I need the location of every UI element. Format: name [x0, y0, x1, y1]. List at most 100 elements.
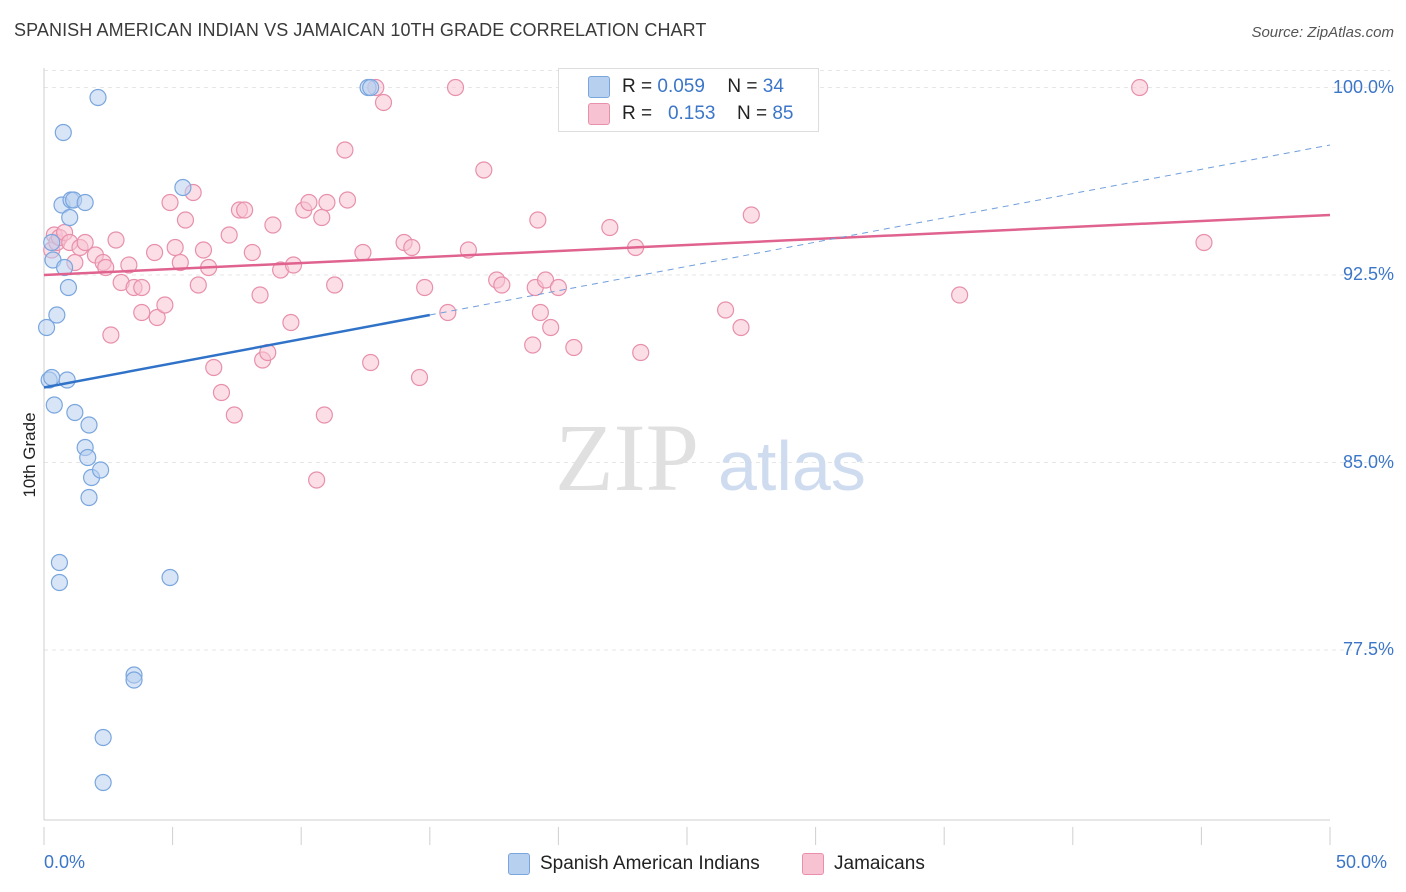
data-point	[264, 216, 282, 234]
y-tick-label: 77.5%	[1342, 639, 1394, 659]
data-point	[1195, 233, 1213, 252]
data-point	[236, 201, 254, 219]
data-point	[148, 308, 166, 327]
legend-row-spanish-american-indians: R = 0.059 N = 34	[559, 74, 784, 100]
data-point	[55, 258, 74, 277]
data-point	[94, 773, 112, 792]
x-tick-min: 0.0%	[44, 852, 86, 872]
spanish-american-indians-points	[37, 78, 380, 792]
data-point	[732, 318, 750, 337]
data-point	[102, 326, 120, 344]
data-point	[565, 338, 583, 357]
data-point	[220, 226, 238, 244]
legend-n-value: 85	[772, 103, 794, 124]
watermark-atlas: atlas	[718, 427, 866, 505]
data-point	[176, 211, 195, 229]
data-point	[318, 193, 336, 212]
legend-label: Spanish American Indians	[540, 853, 760, 874]
trend-extension-spanish-american-indians	[429, 144, 1331, 316]
y-tick-label: 92.5%	[1342, 264, 1394, 284]
data-point	[374, 93, 393, 112]
data-point	[45, 396, 63, 414]
trend-lines	[43, 144, 1331, 389]
data-point	[549, 278, 568, 297]
data-point	[43, 233, 61, 252]
data-point	[59, 278, 78, 297]
legend-n-label: N =	[736, 103, 768, 124]
data-point	[362, 78, 380, 97]
data-point	[632, 343, 650, 362]
data-point	[48, 306, 66, 324]
data-point	[716, 301, 735, 319]
data-point	[120, 256, 138, 274]
data-point	[43, 368, 61, 387]
data-point	[212, 383, 231, 402]
data-point	[133, 278, 151, 297]
data-point	[91, 461, 110, 479]
legend-item-spanish-american-indians[interactable]: Spanish American Indians	[508, 853, 760, 875]
legend-swatch-pink	[802, 853, 824, 875]
data-point	[107, 231, 125, 249]
legend-item-jamaicans[interactable]: Jamaicans	[802, 853, 925, 875]
data-point	[601, 218, 619, 237]
data-point	[326, 276, 344, 294]
legend-row-jamaicans: R = 0.153 N = 85	[559, 101, 793, 127]
data-point	[37, 318, 56, 337]
data-point	[161, 193, 179, 212]
data-point	[362, 353, 380, 372]
data-point	[205, 358, 223, 377]
chart-title: SPANISH AMERICAN INDIAN VS JAMAICAN 10TH…	[14, 20, 707, 40]
data-point	[76, 193, 94, 212]
legend-swatch-blue	[588, 76, 610, 98]
data-point	[174, 178, 192, 197]
data-point	[742, 206, 760, 224]
data-point	[524, 336, 542, 354]
legend-swatch-blue	[508, 853, 530, 875]
data-point	[1131, 78, 1149, 97]
legend-swatch-pink	[588, 103, 610, 125]
stats-legend: R = 0.059 N = 34 R = 0.153 N = 85	[558, 68, 819, 132]
watermark-zip: ZIP	[555, 404, 699, 511]
data-point	[243, 243, 261, 262]
data-point	[251, 286, 269, 304]
data-point	[189, 276, 207, 294]
legend-n-label: N =	[727, 76, 758, 97]
legend-r-value: 0.059	[657, 76, 705, 97]
data-point	[79, 448, 97, 467]
data-point	[94, 728, 112, 747]
data-point	[76, 233, 94, 252]
data-point	[284, 256, 303, 274]
data-point	[308, 471, 326, 489]
data-point	[225, 406, 243, 424]
data-point	[133, 303, 151, 322]
x-tick-max: 50.0%	[1336, 852, 1388, 872]
data-point	[194, 241, 213, 259]
data-point	[145, 243, 164, 262]
data-point	[446, 78, 465, 97]
chart-source: Source: ZipAtlas.com	[1251, 24, 1394, 41]
grid-lines	[44, 70, 1390, 651]
data-point	[336, 141, 354, 159]
data-point	[161, 568, 179, 587]
data-point	[529, 211, 547, 229]
data-point	[125, 671, 143, 689]
data-point	[61, 208, 79, 227]
data-point	[951, 286, 969, 304]
data-point	[403, 238, 421, 257]
data-point	[50, 553, 69, 572]
legend-r-label: R =	[622, 76, 653, 97]
data-point	[50, 573, 69, 592]
data-point	[475, 161, 493, 179]
trend-line-spanish-american-indians	[43, 313, 431, 389]
data-point	[54, 123, 72, 142]
data-point	[80, 416, 98, 434]
trend-line-jamaicans	[43, 213, 1331, 277]
data-point	[439, 303, 457, 322]
zipatlas-watermark: ZIP atlas	[555, 404, 866, 511]
legend-label: Jamaicans	[834, 853, 925, 874]
data-point	[58, 371, 76, 389]
data-point	[282, 313, 300, 332]
y-tick-label: 100.0%	[1332, 76, 1394, 97]
data-point	[531, 303, 549, 322]
